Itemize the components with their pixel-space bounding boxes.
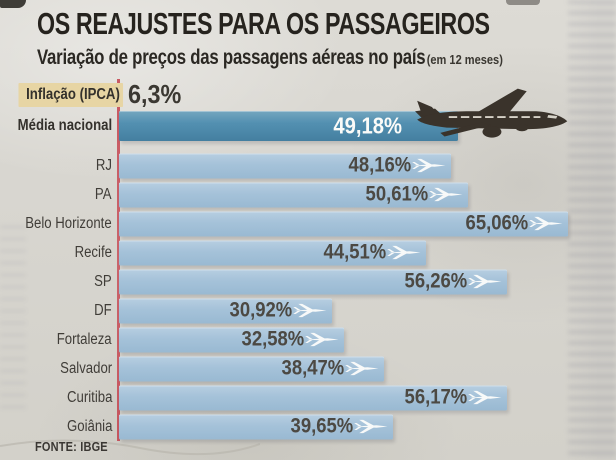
bar-value: 6,3%	[128, 79, 182, 109]
airplane-icon	[293, 303, 327, 318]
page-title: OS REAJUSTES PARA OS PASSAGEIROS	[37, 6, 490, 41]
value-bar: 65,06%	[119, 211, 568, 236]
chart-row: SP 56,26%	[0, 267, 616, 296]
value-bar: 49,18%	[119, 111, 458, 141]
airplane-icon	[468, 390, 502, 405]
jet-silhouette-icon	[415, 88, 568, 138]
bar-area: 44,51%	[118, 238, 616, 267]
value-bar: 56,17%	[119, 385, 507, 410]
bar-chart: Inflação (IPCA) 6,3% Média nacional	[0, 79, 616, 441]
bar-value: 39,65%	[290, 414, 353, 438]
bar-area: 6,3%	[118, 79, 616, 110]
chart-row: Média nacional 49,18%	[0, 110, 616, 142]
scan-ink-mark	[506, 0, 540, 5]
chart-subtitle: Variação de preços das passagens aéreas …	[37, 46, 426, 69]
bar-value: 48,16%	[348, 153, 411, 177]
bar-value: 56,26%	[404, 269, 467, 293]
row-label: SP	[0, 273, 118, 291]
value-bar: 48,16%	[119, 153, 451, 178]
row-label: Média nacional	[0, 117, 118, 135]
row-label-text: Fortaleza	[57, 330, 112, 348]
value-bar: 56,26%	[119, 269, 507, 294]
airplane-icon	[354, 419, 388, 434]
row-label-text: Goiânia	[66, 417, 112, 435]
chart-row: Curitiba 56,17%	[0, 383, 616, 412]
row-label-text: Salvador	[59, 359, 112, 377]
chart-row: Salvador 38,47%	[0, 354, 616, 383]
chart-row: Recife 44,51%	[0, 238, 616, 267]
value-bar: 38,47%	[119, 356, 384, 381]
row-label-text: Média nacional	[17, 117, 112, 134]
airplane-icon	[529, 216, 563, 231]
bar-value: 32,58%	[241, 327, 304, 351]
row-label-text: SP	[94, 272, 112, 290]
value-bar: 32,58%	[119, 327, 344, 352]
airplane-icon	[429, 187, 463, 202]
bar-value: 38,47%	[281, 356, 344, 380]
bar-area: 32,58%	[118, 325, 616, 354]
airplane-icon	[412, 158, 446, 173]
value-bar: 6,3%	[118, 79, 616, 110]
source-note: FONTE: IBGE	[35, 440, 108, 454]
bar-value: 44,51%	[323, 240, 386, 264]
bar-value: 56,17%	[404, 385, 467, 409]
bar-value: 30,92%	[229, 298, 292, 322]
chart-row: Fortaleza 32,58%	[0, 325, 616, 354]
row-label-text: RJ	[95, 156, 112, 174]
bar-area: 39,65%	[118, 412, 616, 441]
row-label: RJ	[0, 157, 118, 175]
row-label: PA	[0, 186, 118, 204]
airplane-icon	[345, 361, 379, 376]
chart-row: PA 50,61%	[0, 180, 616, 209]
value-bar: 30,92%	[119, 298, 332, 323]
chart-row: RJ 48,16%	[0, 151, 616, 180]
bar-area: 30,92%	[118, 296, 616, 325]
bar-value: 65,06%	[465, 211, 528, 235]
value-bar: 39,65%	[119, 414, 393, 439]
bar-area: 56,26%	[118, 267, 616, 296]
chart-header: OS REAJUSTES PARA OS PASSAGEIROS Variaçã…	[37, 6, 597, 70]
row-label-text: Recife	[74, 243, 112, 261]
value-bar: 44,51%	[119, 240, 426, 265]
row-label: Belo Horizonte	[0, 215, 118, 233]
chart-subtitle-note: (em 12 meses)	[426, 52, 503, 67]
row-label: Recife	[0, 244, 118, 262]
row-label: Salvador	[0, 360, 118, 378]
row-label: DF	[0, 302, 118, 320]
chart-row: Belo Horizonte 65,06%	[0, 209, 616, 238]
chart-row: Goiânia 39,65%	[0, 412, 616, 441]
row-label-text: PA	[95, 185, 112, 203]
row-label: Curitiba	[0, 389, 118, 407]
baseline-axis	[117, 79, 120, 441]
bar-area: 49,18%	[118, 110, 616, 142]
airplane-icon	[387, 245, 421, 260]
chart-row: Inflação (IPCA) 6,3%	[0, 79, 616, 110]
row-label: Inflação (IPCA)	[0, 82, 124, 107]
airplane-icon	[305, 332, 339, 347]
airplane-icon	[468, 274, 502, 289]
row-label: Goiânia	[0, 418, 118, 436]
bar-area: 48,16%	[118, 151, 616, 180]
bar-area: 50,61%	[118, 180, 616, 209]
bar-area: 65,06%	[118, 209, 616, 238]
scan-ink-mark	[0, 0, 26, 8]
row-label-text: Curitiba	[66, 388, 112, 406]
row-label-text: Inflação (IPCA)	[18, 82, 124, 107]
bar-value: 50,61%	[365, 182, 428, 206]
bar-area: 38,47%	[118, 354, 616, 383]
row-label-text: DF	[94, 301, 112, 319]
row-label: Fortaleza	[0, 331, 118, 349]
bar-value: 49,18%	[333, 112, 402, 139]
row-label-text: Belo Horizonte	[25, 214, 112, 232]
value-bar: 50,61%	[119, 182, 468, 207]
bar-area: 56,17%	[118, 383, 616, 412]
chart-row: DF 30,92%	[0, 296, 616, 325]
